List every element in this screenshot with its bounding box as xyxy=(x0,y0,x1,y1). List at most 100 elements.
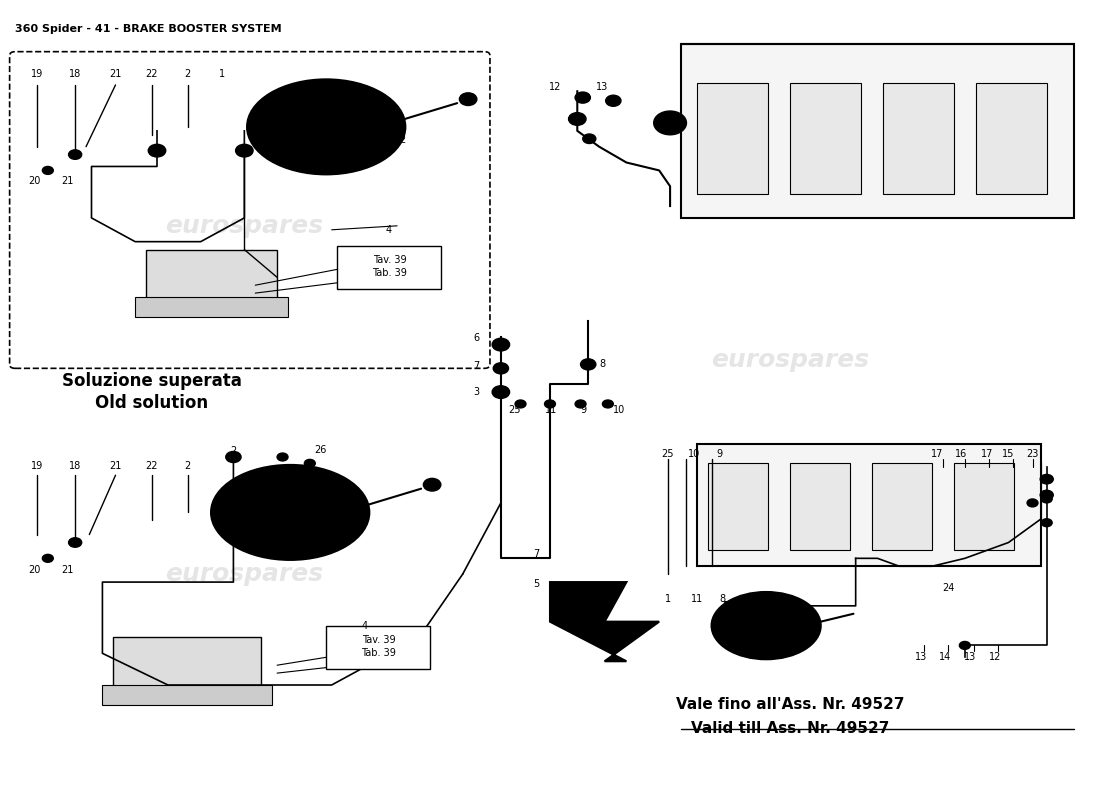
Circle shape xyxy=(305,459,316,467)
Text: 18: 18 xyxy=(69,70,81,79)
Bar xyxy=(697,83,768,194)
Ellipse shape xyxy=(233,478,348,546)
Text: 10: 10 xyxy=(614,405,626,414)
Text: eurospares: eurospares xyxy=(711,349,869,373)
Text: 9: 9 xyxy=(581,405,586,414)
Circle shape xyxy=(544,400,556,408)
Bar xyxy=(681,44,1074,218)
Text: 24: 24 xyxy=(943,583,955,594)
Text: 1: 1 xyxy=(219,70,225,79)
Bar xyxy=(102,685,272,705)
Circle shape xyxy=(460,93,477,106)
Text: 21: 21 xyxy=(62,566,74,575)
Text: 6: 6 xyxy=(473,334,478,343)
Text: 7: 7 xyxy=(473,361,478,371)
Text: 11: 11 xyxy=(544,405,557,414)
Circle shape xyxy=(43,554,53,562)
Text: 20: 20 xyxy=(29,566,41,575)
Text: eurospares: eurospares xyxy=(165,214,323,238)
Polygon shape xyxy=(550,582,659,662)
Text: 1: 1 xyxy=(218,510,223,520)
Text: 3: 3 xyxy=(473,387,478,397)
Circle shape xyxy=(734,610,777,642)
Text: Tav. 39
Tab. 39: Tav. 39 Tab. 39 xyxy=(361,634,396,658)
Text: 2: 2 xyxy=(185,70,190,79)
Circle shape xyxy=(569,113,586,126)
Circle shape xyxy=(575,400,586,408)
Text: 2: 2 xyxy=(230,446,236,457)
Text: 5: 5 xyxy=(532,578,539,589)
Circle shape xyxy=(959,642,970,650)
Bar xyxy=(337,246,441,289)
Bar xyxy=(790,463,850,550)
Text: 1: 1 xyxy=(664,594,671,605)
Bar xyxy=(135,297,288,317)
Text: 2: 2 xyxy=(399,135,406,146)
Circle shape xyxy=(1041,474,1054,484)
Text: 22: 22 xyxy=(145,462,157,471)
Text: 15: 15 xyxy=(1002,449,1014,459)
Circle shape xyxy=(581,359,596,370)
Text: 13: 13 xyxy=(965,652,977,662)
Ellipse shape xyxy=(241,493,307,532)
Circle shape xyxy=(583,134,596,143)
Circle shape xyxy=(68,150,81,159)
Bar xyxy=(954,463,1014,550)
Circle shape xyxy=(1041,490,1054,500)
Text: 14: 14 xyxy=(939,652,952,662)
Circle shape xyxy=(43,166,53,174)
Text: 25: 25 xyxy=(661,449,674,459)
Text: 21: 21 xyxy=(109,70,122,79)
Circle shape xyxy=(1042,518,1053,526)
Circle shape xyxy=(653,111,686,134)
Circle shape xyxy=(277,453,288,461)
Bar xyxy=(146,250,277,301)
Circle shape xyxy=(1027,499,1038,507)
Text: 21: 21 xyxy=(62,177,74,186)
Text: 17: 17 xyxy=(980,449,993,459)
Text: Tav. 39
Tab. 39: Tav. 39 Tab. 39 xyxy=(372,254,407,278)
Text: 16: 16 xyxy=(956,449,968,459)
Text: 28: 28 xyxy=(298,522,310,532)
Text: 21: 21 xyxy=(109,462,122,471)
Circle shape xyxy=(575,92,591,103)
Ellipse shape xyxy=(268,94,384,161)
Text: 2: 2 xyxy=(185,462,190,471)
Text: 8: 8 xyxy=(600,359,605,370)
Text: 11: 11 xyxy=(691,594,704,605)
Bar xyxy=(976,83,1047,194)
Circle shape xyxy=(515,400,526,408)
Bar xyxy=(790,83,861,194)
Text: 10: 10 xyxy=(688,449,701,459)
Text: 8: 8 xyxy=(719,594,726,605)
Text: eurospares: eurospares xyxy=(165,562,323,586)
Text: Old solution: Old solution xyxy=(95,394,208,412)
Text: 22: 22 xyxy=(145,70,157,79)
Ellipse shape xyxy=(712,592,821,659)
FancyBboxPatch shape xyxy=(10,52,490,368)
Text: 4: 4 xyxy=(385,225,392,234)
Circle shape xyxy=(492,386,509,398)
Bar xyxy=(327,626,430,669)
Text: 19: 19 xyxy=(31,70,43,79)
Circle shape xyxy=(226,451,241,462)
Bar xyxy=(872,463,932,550)
Text: 20: 20 xyxy=(29,177,41,186)
Text: Valid till Ass. Nr. 49527: Valid till Ass. Nr. 49527 xyxy=(691,721,890,736)
Text: 19: 19 xyxy=(31,462,43,471)
Circle shape xyxy=(606,95,621,106)
Text: 4: 4 xyxy=(362,621,367,630)
Ellipse shape xyxy=(727,602,805,650)
Circle shape xyxy=(68,538,81,547)
Text: 12: 12 xyxy=(989,652,1002,662)
Text: 360 Spider - 41 - BRAKE BOOSTER SYSTEM: 360 Spider - 41 - BRAKE BOOSTER SYSTEM xyxy=(15,24,282,34)
Ellipse shape xyxy=(248,79,406,174)
Text: Vale fino all'Ass. Nr. 49527: Vale fino all'Ass. Nr. 49527 xyxy=(675,698,904,712)
Bar xyxy=(113,638,261,689)
Text: 9: 9 xyxy=(716,449,723,459)
Circle shape xyxy=(424,478,441,491)
Circle shape xyxy=(493,362,508,374)
Circle shape xyxy=(148,144,166,157)
Bar xyxy=(697,443,1042,566)
Text: 13: 13 xyxy=(596,82,608,92)
